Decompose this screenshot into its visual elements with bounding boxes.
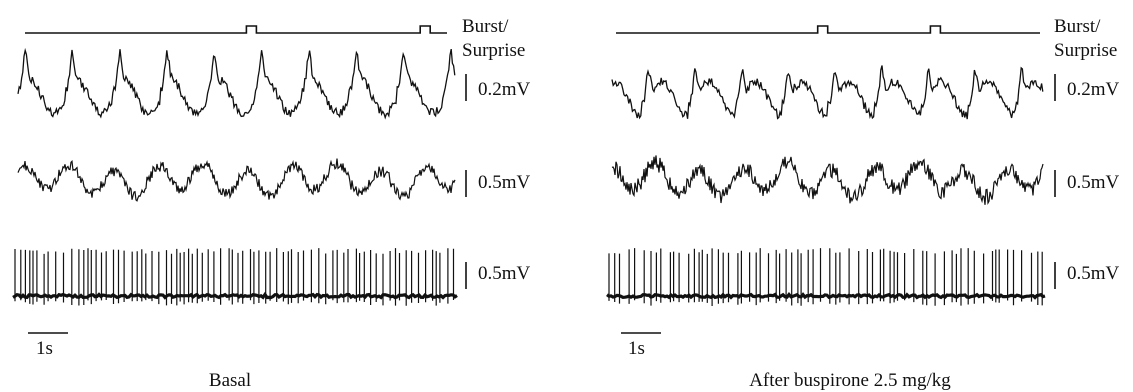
panel-caption-basal: Basal (208, 370, 252, 391)
lfp-trace-1 (17, 47, 456, 120)
panel-basal (12, 25, 467, 334)
burst-surprise-label-line1: Burst/ (1054, 16, 1101, 37)
burst-surprise-trace (25, 25, 447, 34)
panel-caption-buspirone: After buspirone 2.5 mg/kg (749, 370, 951, 391)
lfp-trace-2 (611, 155, 1044, 206)
lfp-trace-1 (611, 65, 1044, 120)
lfp-trace-2 (17, 158, 456, 202)
scale-label-spikes: 0.5mV (478, 263, 531, 284)
scale-label-lfp2: 0.5mV (1067, 172, 1120, 193)
burst-surprise-label-line2: Surprise (1054, 40, 1118, 61)
burst-surprise-trace (616, 25, 1040, 34)
burst-surprise-label-line2: Surprise (462, 40, 526, 61)
time-scale-label: 1s (628, 338, 645, 359)
scale-label-spikes: 0.5mV (1067, 263, 1120, 284)
scale-label-lfp1: 0.2mV (1067, 79, 1120, 100)
time-scale-label: 1s (36, 338, 53, 359)
scale-label-lfp1: 0.2mV (478, 79, 531, 100)
spike-train-baseline (606, 291, 1046, 300)
scale-label-lfp2: 0.5mV (478, 172, 531, 193)
panel-buspirone (606, 25, 1056, 334)
spike-train-spikes (14, 248, 455, 306)
spike-train-spikes (608, 248, 1043, 306)
burst-surprise-label-line1: Burst/ (462, 16, 509, 37)
